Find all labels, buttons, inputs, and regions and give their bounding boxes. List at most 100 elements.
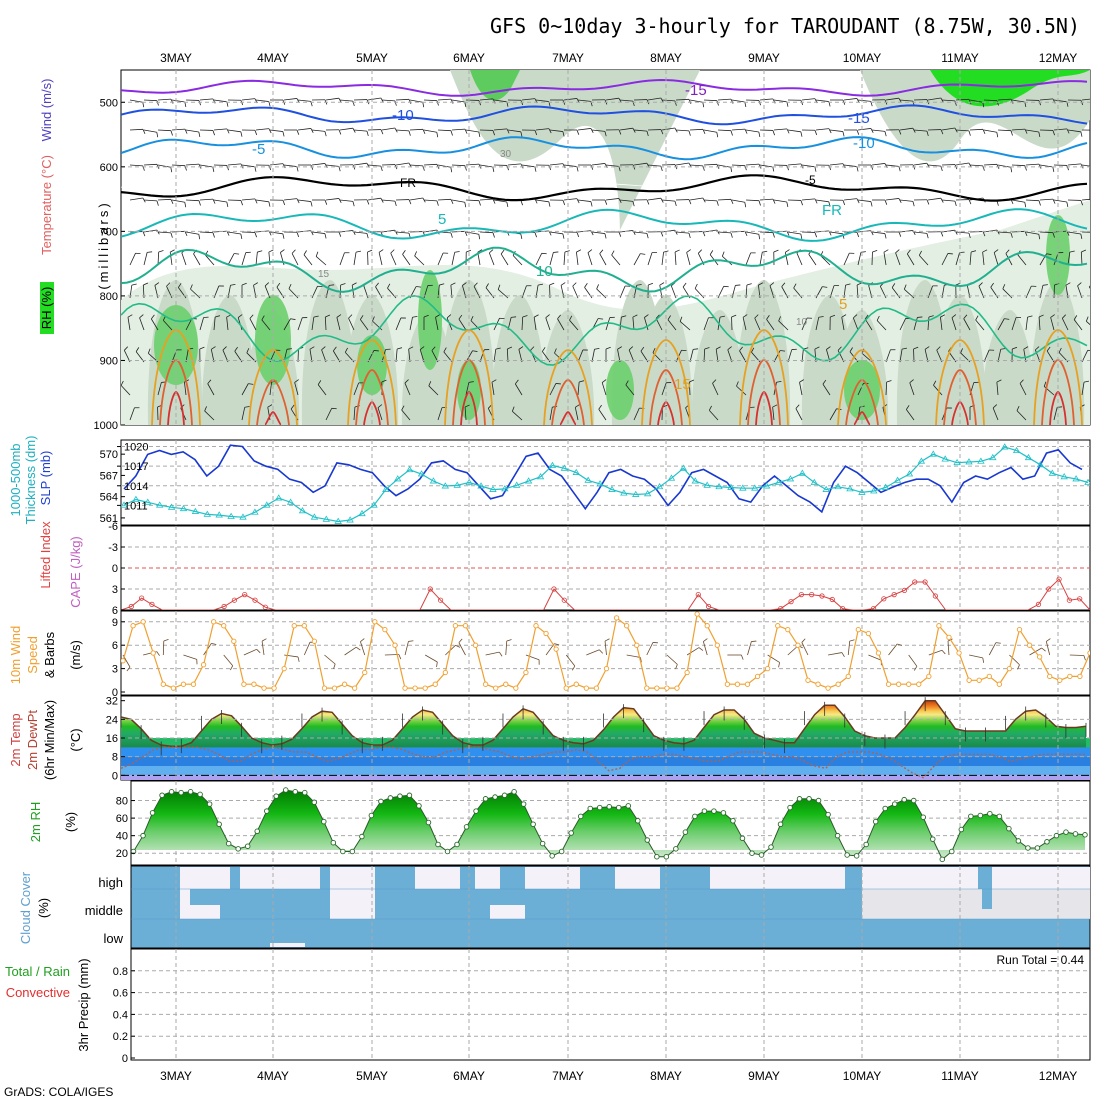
barb-flag xyxy=(772,166,775,173)
barb-flag xyxy=(212,166,215,173)
wind-barb xyxy=(1039,198,1056,204)
wind-barb xyxy=(493,128,510,134)
wind-barb xyxy=(521,315,528,331)
rh2m-marker xyxy=(920,814,926,820)
wind-barb xyxy=(1067,129,1083,137)
barb-staff xyxy=(297,199,311,202)
wind-barb xyxy=(895,249,901,266)
barb-staff xyxy=(493,99,507,103)
wind-barb xyxy=(982,249,988,266)
barb-staff xyxy=(1081,98,1090,101)
wind-barb xyxy=(514,379,523,396)
barb-staff xyxy=(404,382,411,396)
barb-staff xyxy=(465,199,480,202)
rh2m-marker xyxy=(387,795,394,801)
barb-staff xyxy=(121,385,131,396)
barb-staff xyxy=(808,253,817,266)
barb-staff xyxy=(927,197,941,201)
barb-flag xyxy=(548,201,551,207)
li-marker xyxy=(891,591,897,598)
barb-flag xyxy=(773,249,779,253)
barb-staff xyxy=(1011,317,1017,331)
barb-flag xyxy=(963,314,968,319)
wind-barb xyxy=(213,315,221,331)
barb-staff xyxy=(1002,288,1013,299)
barb-staff xyxy=(843,252,850,266)
barb-staff xyxy=(927,164,941,167)
barb-staff xyxy=(521,98,535,101)
wind-barb xyxy=(997,164,1013,173)
wind-barb xyxy=(852,314,859,331)
thickness-marker xyxy=(1036,461,1045,468)
wind-barb xyxy=(465,129,481,138)
wind-barb xyxy=(731,99,747,108)
barb-staff xyxy=(829,408,837,421)
barb-staff xyxy=(377,407,383,421)
li-marker xyxy=(901,587,908,594)
barb-staff xyxy=(983,163,998,166)
thickness-marker xyxy=(965,458,973,465)
barb-staff xyxy=(1025,163,1039,166)
barb-staff xyxy=(535,99,549,102)
wind10-marker xyxy=(724,681,731,687)
wind-barb xyxy=(199,164,215,173)
wind-barb xyxy=(1096,231,1100,236)
barb-flag xyxy=(611,250,615,256)
barb-flag xyxy=(996,200,999,206)
barb-flag xyxy=(870,164,874,170)
barb-flag xyxy=(604,131,607,137)
barb-staff xyxy=(712,383,719,396)
barb-staff xyxy=(745,163,759,166)
barb-flag xyxy=(267,404,273,408)
barb-flag xyxy=(769,282,775,286)
barb-flag xyxy=(450,167,453,173)
barb-flag xyxy=(419,346,425,350)
wind-barb xyxy=(497,284,509,299)
wind10-marker xyxy=(472,642,479,648)
wind10-barb-flag xyxy=(355,646,361,651)
barb-staff xyxy=(185,231,199,235)
wind10-barb-flag xyxy=(675,664,678,670)
rh2m-marker xyxy=(473,808,479,814)
isotherm-dome xyxy=(853,411,871,425)
date-label-top-3may: 3MAY xyxy=(160,51,192,65)
rh2m-marker xyxy=(168,789,175,795)
barb-flag xyxy=(246,348,250,353)
contour-labels: -15 -10 -5 FR 5 10 15 -15 -10 -5 FR 5 15… xyxy=(252,82,875,393)
barb-staff xyxy=(731,164,746,167)
thickness-marker xyxy=(477,482,485,489)
wind-barb xyxy=(297,199,313,207)
barb-staff xyxy=(207,383,215,396)
barb-staff xyxy=(226,317,229,331)
axis-label-2m-rh: 2m RH xyxy=(28,802,43,842)
barb-staff xyxy=(1081,382,1085,396)
barb-staff xyxy=(857,128,871,131)
wind-barb xyxy=(127,314,133,331)
barb-staff xyxy=(605,164,619,167)
barb-flag xyxy=(380,129,384,135)
wind-barb xyxy=(871,250,878,266)
barb-staff xyxy=(598,408,607,421)
barb-flag xyxy=(909,379,914,384)
li-marker xyxy=(870,606,877,610)
wind10-marker xyxy=(563,685,569,691)
wind-barb xyxy=(601,379,607,396)
wind10-barb xyxy=(324,654,336,665)
barb-flag xyxy=(579,380,585,383)
rh2m-marker xyxy=(311,799,318,806)
barb-flag xyxy=(511,316,517,318)
barb-staff xyxy=(689,99,703,103)
axis-label-cape: CAPE (J/kg) xyxy=(68,536,83,608)
barb-staff xyxy=(297,128,311,131)
barb-staff xyxy=(465,231,479,235)
thickness-marker xyxy=(191,507,200,514)
wind10-marker xyxy=(916,681,922,687)
wind-barb xyxy=(423,129,439,138)
barb-staff xyxy=(419,349,425,363)
barb-flag xyxy=(1066,165,1069,171)
barb-staff xyxy=(625,384,635,396)
rh2m-marker xyxy=(968,813,974,820)
barb-staff xyxy=(569,319,579,331)
wind-barb xyxy=(377,404,383,421)
tick-label: 24 xyxy=(106,714,118,726)
